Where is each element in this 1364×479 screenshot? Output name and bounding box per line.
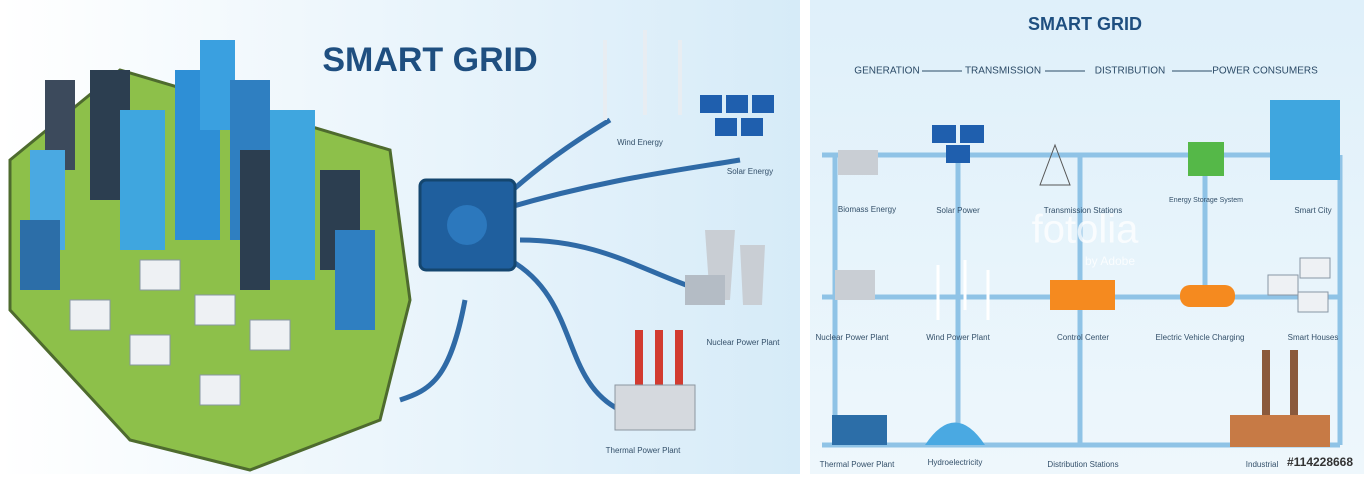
node-label: Smart Houses bbox=[1288, 333, 1339, 342]
flow-step: POWER CONSUMERS bbox=[1212, 66, 1318, 77]
left-panel: SMART GRID Wind Energy Solar Energy Nucl… bbox=[0, 0, 800, 474]
node-label: Industrial bbox=[1246, 460, 1279, 469]
flow-step: TRANSMISSION bbox=[965, 66, 1041, 77]
node-label: Nuclear Power Plant bbox=[816, 333, 890, 342]
node-label: Distribution Stations bbox=[1047, 460, 1118, 469]
node-label: Hydroelectricity bbox=[928, 458, 983, 467]
node-label: Biomass Energy bbox=[838, 205, 896, 214]
node-label: Electric Vehicle Charging bbox=[1156, 333, 1245, 342]
socket-hole bbox=[447, 205, 487, 245]
right-panel: SMART GRID GENERATION TRANSMISSION DISTR… bbox=[810, 0, 1364, 474]
label: Solar Energy bbox=[727, 167, 773, 176]
page: SMART GRID Wind Energy Solar Energy Nucl… bbox=[0, 0, 1364, 474]
label: Thermal Power Plant bbox=[606, 446, 681, 455]
flow-step: GENERATION bbox=[854, 66, 919, 77]
label: Wind Energy bbox=[617, 138, 663, 147]
node-label: Solar Power bbox=[936, 206, 980, 215]
node-label: Control Center bbox=[1057, 333, 1109, 342]
watermark-sub: by Adobe bbox=[1085, 254, 1135, 268]
title: SMART GRID bbox=[322, 41, 537, 79]
node-label: Wind Power Plant bbox=[926, 333, 990, 342]
watermark: fotolia bbox=[1032, 208, 1139, 252]
label: Nuclear Power Plant bbox=[707, 338, 781, 347]
node-label: Thermal Power Plant bbox=[820, 460, 895, 469]
flow-step: DISTRIBUTION bbox=[1095, 66, 1166, 77]
node-label: Energy Storage System bbox=[1169, 197, 1243, 204]
node-label: Smart City bbox=[1294, 206, 1331, 215]
title: SMART GRID bbox=[1028, 14, 1142, 34]
stock-id: #114228668 bbox=[1287, 455, 1353, 469]
